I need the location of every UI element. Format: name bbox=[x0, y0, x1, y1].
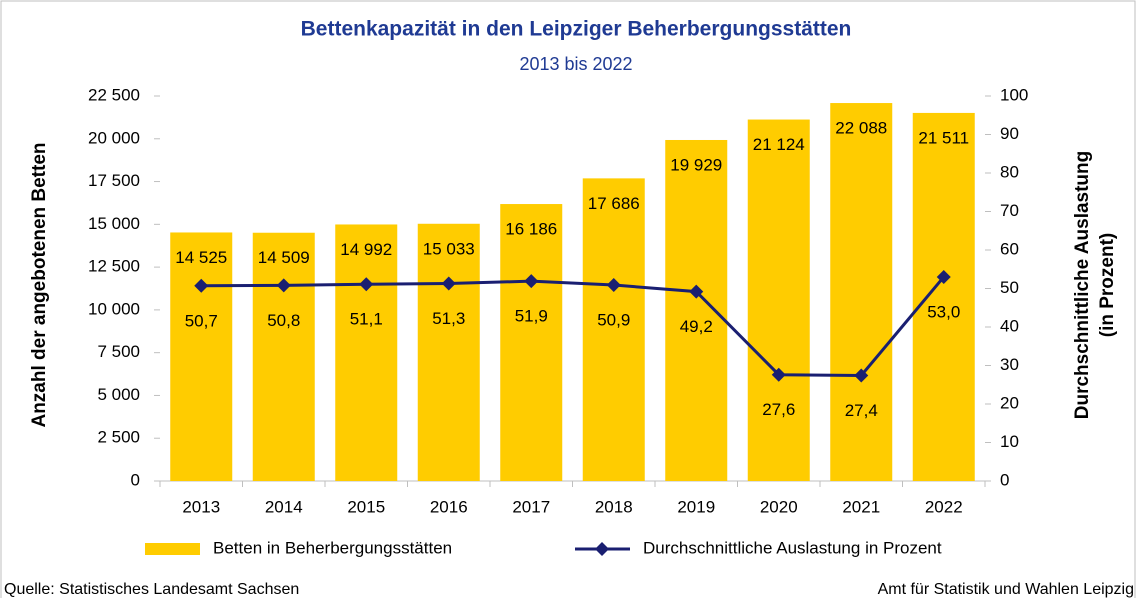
y2-tick-label: 0 bbox=[1000, 470, 1009, 489]
bar bbox=[335, 224, 398, 481]
chart-title: Bettenkapazität in den Leipziger Beherbe… bbox=[301, 18, 852, 41]
x-tick-label: 2015 bbox=[347, 497, 385, 516]
bar bbox=[912, 112, 975, 482]
legend-swatch bbox=[145, 543, 200, 555]
bar-value-label: 17 686 bbox=[588, 194, 640, 213]
line-marker bbox=[771, 367, 786, 382]
line-value-label: 53,0 bbox=[927, 302, 960, 321]
line-marker bbox=[359, 277, 374, 292]
y2-tick-label: 80 bbox=[1000, 162, 1019, 181]
line-value-label: 51,1 bbox=[350, 310, 383, 329]
y-tick-label: 20 000 bbox=[88, 128, 140, 147]
legend-label: Betten in Beherbergungsstätten bbox=[213, 538, 452, 557]
line-value-label: 51,3 bbox=[432, 309, 465, 328]
y-tick-label: 22 500 bbox=[88, 85, 140, 104]
bar bbox=[830, 103, 893, 481]
line-marker bbox=[441, 276, 456, 291]
bar-value-label: 14 525 bbox=[175, 248, 227, 267]
bar bbox=[170, 232, 233, 481]
y2-tick-label: 90 bbox=[1000, 124, 1019, 143]
legend-label: Durchschnittliche Auslastung in Prozent bbox=[643, 538, 942, 557]
x-tick-label: 2022 bbox=[925, 497, 963, 516]
y-tick-label: 7 500 bbox=[97, 342, 140, 361]
y-tick-label: 15 000 bbox=[88, 214, 140, 233]
bar-value-label: 14 992 bbox=[340, 240, 392, 259]
bar-value-label: 16 186 bbox=[505, 220, 557, 239]
bar bbox=[252, 232, 315, 481]
x-tick-label: 2020 bbox=[760, 497, 798, 516]
credit-note: Amt für Statistik und Wahlen Leipzig bbox=[878, 581, 1134, 598]
bar-value-label: 19 929 bbox=[670, 155, 722, 174]
y2-tick-label: 50 bbox=[1000, 278, 1019, 297]
x-tick-label: 2013 bbox=[182, 497, 220, 516]
y-tick-label: 10 000 bbox=[88, 299, 140, 318]
y2-tick-label: 10 bbox=[1000, 432, 1019, 451]
y-tick-label: 5 000 bbox=[97, 385, 140, 404]
line-value-label: 49,2 bbox=[680, 317, 713, 336]
line-marker bbox=[936, 269, 951, 284]
line bbox=[201, 275, 945, 378]
x-tick-label: 2019 bbox=[677, 497, 715, 516]
bar-value-label: 21 511 bbox=[918, 128, 969, 147]
y2-axis-title: (in Prozent) bbox=[1097, 233, 1118, 338]
line-value-label: 50,8 bbox=[267, 311, 300, 330]
x-tick-label: 2014 bbox=[265, 497, 303, 516]
bar bbox=[417, 223, 480, 481]
y-tick-label: 17 500 bbox=[88, 171, 140, 190]
y-axis-title: Anzahl der angebotenen Betten bbox=[29, 142, 50, 427]
y2-tick-label: 40 bbox=[1000, 316, 1019, 335]
line-marker bbox=[276, 278, 291, 293]
line-marker bbox=[524, 274, 539, 289]
y-tick-label: 12 500 bbox=[88, 257, 140, 276]
line-value-label: 50,9 bbox=[597, 311, 630, 330]
y2-tick-label: 30 bbox=[1000, 355, 1019, 374]
bar-value-label: 21 124 bbox=[753, 135, 805, 154]
y2-tick-label: 70 bbox=[1000, 201, 1019, 220]
y2-tick-label: 20 bbox=[1000, 393, 1019, 412]
chart-subtitle: 2013 bis 2022 bbox=[519, 54, 632, 74]
bar bbox=[582, 178, 645, 481]
line-value-label: 27,6 bbox=[762, 400, 795, 419]
bar-value-label: 15 033 bbox=[423, 239, 475, 258]
line-value-label: 27,4 bbox=[845, 401, 878, 420]
bar-value-label: 22 088 bbox=[835, 119, 887, 138]
x-tick-label: 2017 bbox=[512, 497, 550, 516]
legend-marker bbox=[595, 542, 609, 556]
line-marker bbox=[854, 368, 869, 383]
bar bbox=[500, 204, 563, 481]
bar-value-label: 14 509 bbox=[258, 248, 310, 267]
line-value-label: 51,9 bbox=[515, 307, 548, 326]
x-tick-label: 2021 bbox=[842, 497, 880, 516]
source-note: Quelle: Statistisches Landesamt Sachsen bbox=[4, 581, 299, 598]
bar bbox=[747, 119, 810, 481]
x-tick-label: 2018 bbox=[595, 497, 633, 516]
line-marker bbox=[689, 284, 704, 299]
y2-tick-label: 100 bbox=[1000, 85, 1028, 104]
x-tick-label: 2016 bbox=[430, 497, 468, 516]
y2-axis-title: Durchschnittliche Auslastung bbox=[1072, 151, 1093, 420]
y-tick-label: 0 bbox=[131, 470, 140, 489]
y-tick-label: 2 500 bbox=[97, 428, 140, 447]
line-marker bbox=[606, 278, 621, 293]
bar bbox=[665, 139, 728, 481]
y2-tick-label: 60 bbox=[1000, 239, 1019, 258]
line-value-label: 50,7 bbox=[185, 311, 218, 330]
line-marker bbox=[194, 278, 209, 293]
